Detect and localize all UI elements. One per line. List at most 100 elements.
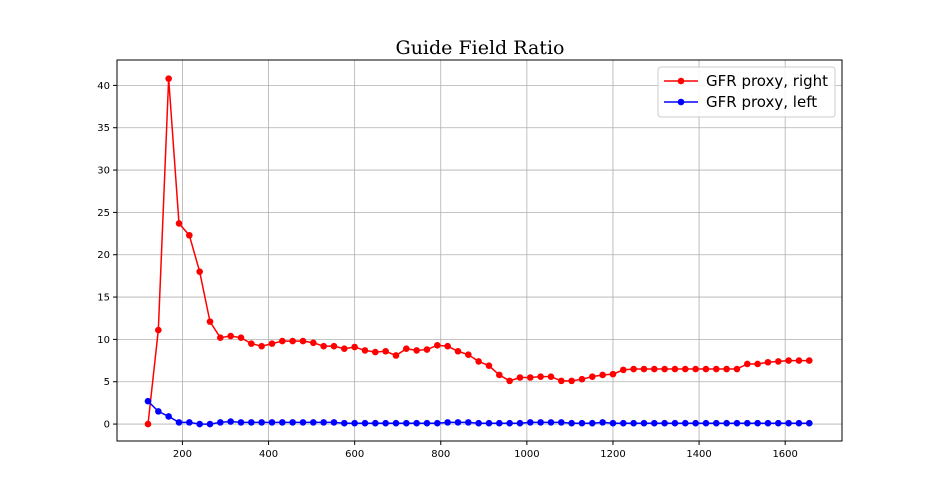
data-point: [155, 408, 162, 415]
data-point: [619, 366, 627, 374]
tick-layer: 200 400 600 800 1000 1200 1400 1600 0 5 10 15 20 25 30…: [97, 81, 798, 460]
data-point: [289, 337, 296, 345]
data-point: [320, 342, 327, 350]
plot-frame: [116, 59, 843, 442]
data-point: [547, 419, 555, 426]
data-point: [506, 419, 513, 427]
data-point: [392, 419, 400, 427]
data-point: [723, 419, 730, 427]
data-point: [692, 419, 699, 427]
data-point: [506, 377, 513, 385]
data-point: [392, 352, 400, 359]
data-point: [805, 357, 813, 364]
data-point: [754, 360, 761, 368]
data-point: [527, 419, 534, 426]
data-point: [661, 365, 668, 373]
legend-box: [657, 66, 836, 118]
data-point: [516, 374, 524, 381]
data-point: [351, 343, 358, 351]
y-tick-label: 10: [97, 335, 110, 346]
data-point: [795, 419, 803, 427]
data-point: [485, 419, 493, 427]
data-point: [475, 419, 482, 427]
y-tick-label: 30: [97, 166, 110, 177]
data-point: [557, 419, 565, 426]
data-point: [361, 419, 369, 427]
series-left: [144, 397, 813, 428]
data-point: [279, 419, 286, 426]
data-point: [785, 419, 792, 427]
grid-layer: [117, 60, 842, 441]
data-point: [465, 351, 472, 358]
series-right: [144, 75, 813, 428]
data-point: [268, 419, 276, 426]
data-point: [186, 419, 193, 426]
data-point: [186, 231, 193, 239]
data-point: [764, 419, 772, 427]
data-point: [785, 357, 792, 364]
data-point: [599, 419, 606, 426]
data-point: [671, 365, 679, 373]
y-tick-label: 20: [97, 250, 110, 261]
data-point: [743, 419, 751, 427]
data-point: [175, 220, 183, 227]
data-point: [310, 419, 317, 426]
data-point: [351, 419, 358, 427]
legend: GFR proxy, right GFR proxy, left: [657, 66, 836, 118]
data-point: [237, 419, 245, 426]
data-point: [444, 419, 451, 426]
data-point: [279, 337, 286, 345]
data-point: [144, 420, 152, 428]
chart-title: Guide Field Ratio: [396, 37, 565, 59]
data-point: [144, 397, 152, 405]
data-point: [640, 365, 648, 373]
data-point: [795, 357, 803, 364]
data-point: [434, 342, 441, 349]
data-point: [382, 347, 389, 355]
data-point: [155, 326, 162, 334]
data-point: [516, 419, 524, 427]
x-tick-label: 1200: [600, 449, 625, 460]
data-point: [702, 365, 710, 373]
data-point: [630, 365, 637, 373]
data-point: [681, 365, 689, 373]
data-point: [423, 346, 431, 353]
y-tick-label: 0: [104, 420, 110, 431]
data-point: [496, 419, 503, 427]
data-point: [289, 419, 296, 426]
data-point: [268, 340, 276, 347]
data-point: [237, 334, 245, 342]
data-point: [206, 318, 214, 325]
data-point: [413, 419, 420, 427]
data-point: [227, 418, 234, 425]
data-point: [774, 419, 782, 427]
data-point: [671, 419, 679, 427]
data-point: [692, 365, 699, 373]
x-tick-label: 1400: [686, 449, 711, 460]
data-point: [754, 419, 761, 427]
data-point: [805, 419, 813, 427]
legend-label: GFR proxy, right: [706, 72, 828, 90]
data-point: [578, 375, 586, 383]
data-point: [454, 347, 462, 355]
data-point: [599, 371, 606, 379]
data-point: [299, 337, 307, 345]
data-point: [403, 419, 410, 427]
legend-marker: [677, 77, 685, 85]
data-point: [217, 334, 224, 342]
data-point: [537, 419, 544, 426]
data-point: [382, 419, 389, 427]
data-point: [661, 419, 668, 427]
data-point: [465, 419, 472, 426]
data-point: [640, 419, 648, 427]
data-point: [413, 347, 420, 354]
data-point: [175, 419, 183, 426]
data-point: [320, 419, 327, 426]
data-point: [557, 377, 565, 385]
data-point: [630, 419, 637, 427]
data-point: [527, 374, 534, 381]
data-point: [165, 75, 172, 82]
data-point: [444, 342, 451, 350]
data-point: [310, 339, 317, 347]
y-tick-label: 40: [97, 81, 110, 92]
